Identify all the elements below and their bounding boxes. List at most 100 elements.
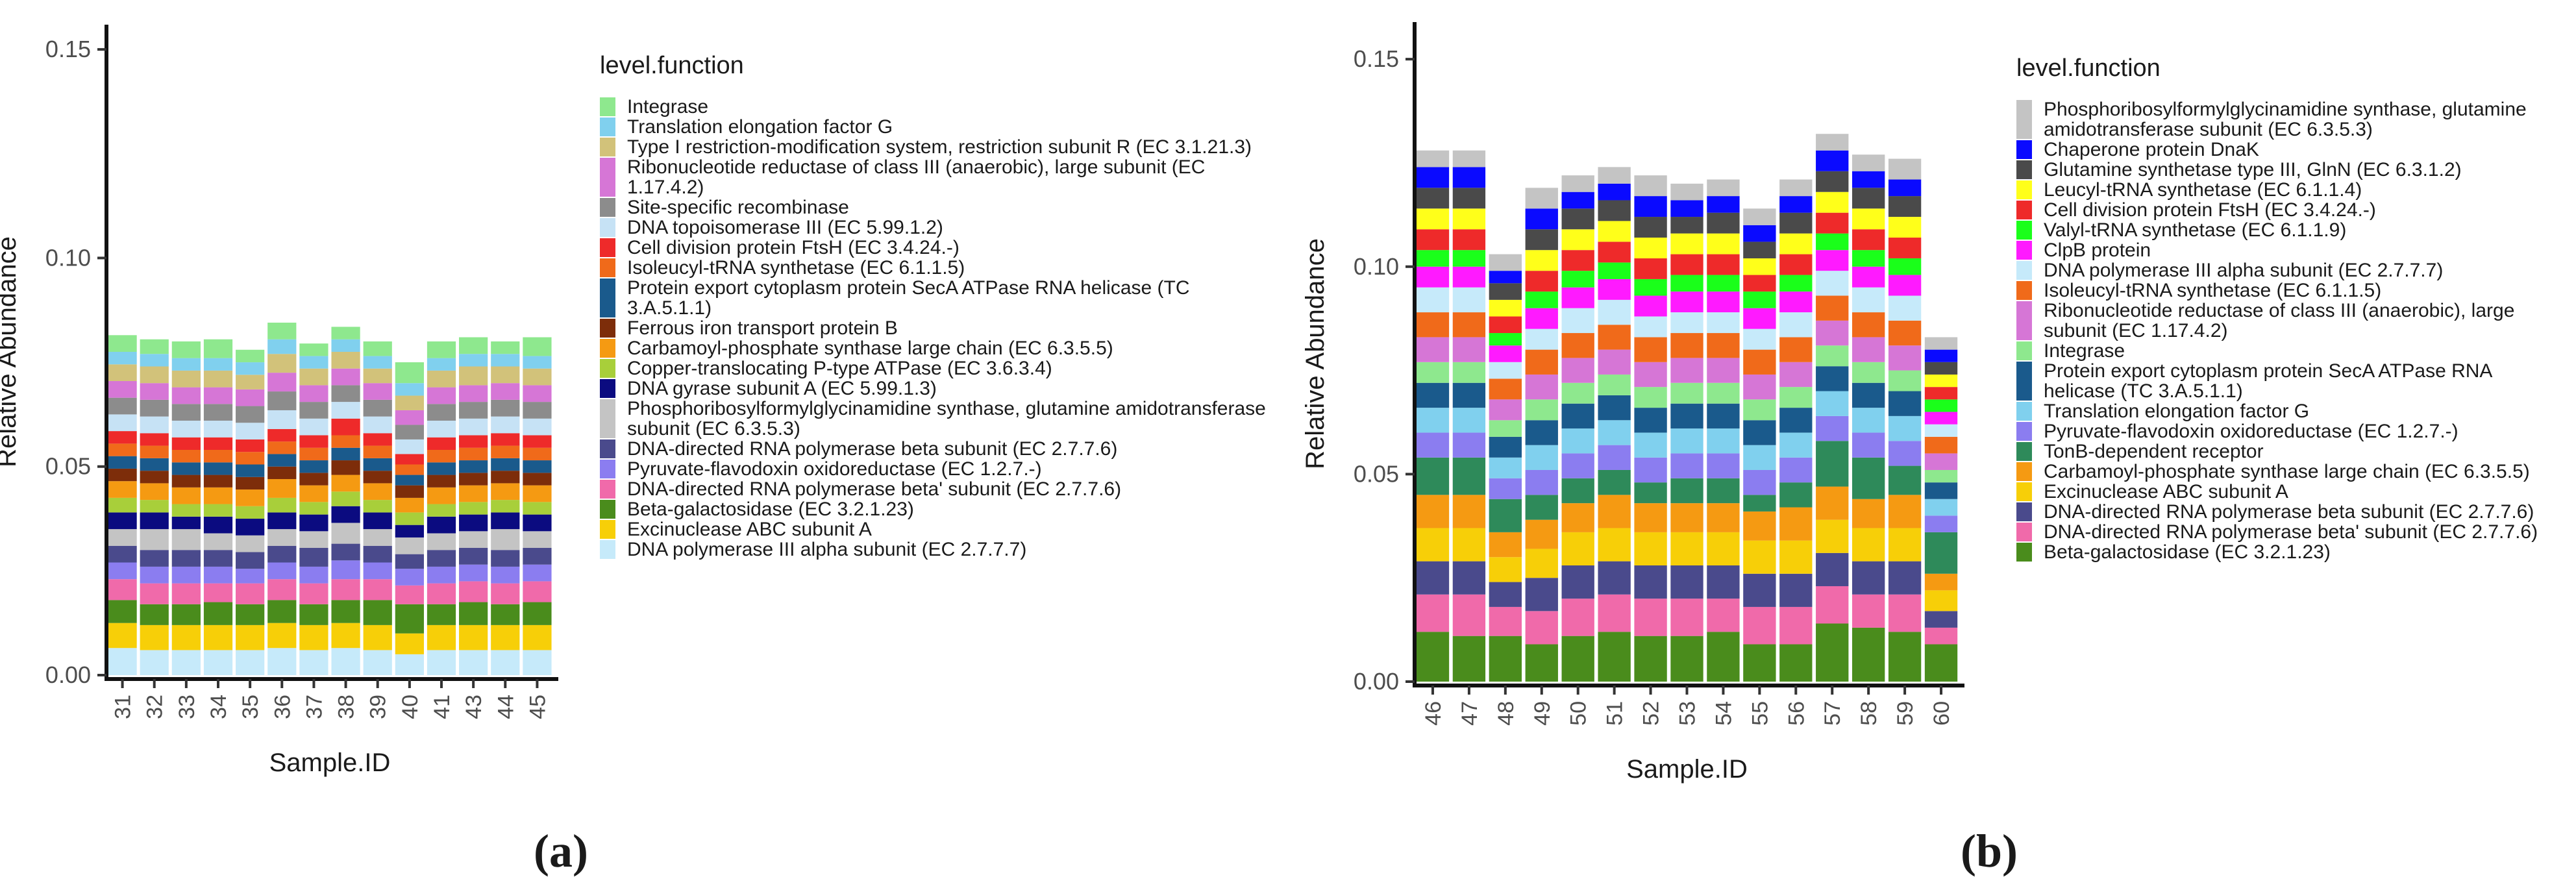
bar-segment	[331, 327, 360, 340]
legend-label: Copper-translocating P-type ATPase (EC 3…	[627, 358, 1052, 379]
bar-segment	[108, 562, 137, 580]
bar-segment	[108, 623, 137, 649]
bar-segment	[299, 356, 328, 369]
legend-swatch	[600, 319, 615, 338]
bar-segment	[1816, 586, 1849, 624]
bar-segment	[171, 604, 201, 625]
bar-segment	[1452, 457, 1486, 495]
bar-segment	[1561, 250, 1594, 271]
bar-segment	[331, 475, 360, 492]
bar-segment	[395, 654, 424, 675]
bar-segment	[1452, 167, 1486, 188]
bar-segment	[1561, 599, 1594, 636]
bar-segment	[1489, 532, 1522, 558]
bar-segment	[1816, 486, 1849, 520]
bar-segment	[1707, 382, 1740, 404]
bar-segment	[523, 356, 552, 369]
legend-swatch	[600, 218, 615, 237]
bar-segment	[1525, 519, 1558, 549]
legend-b: level.function Phosphoribosylformylglyci…	[2016, 55, 2562, 562]
bar-segment	[1707, 453, 1740, 478]
chart-a: 0.00 0.05 0.10 0.15 31 32 33 34 35 36 37 38 39 40 41 43…	[0, 25, 558, 777]
bar-segment	[236, 624, 265, 650]
bar-segment	[1670, 312, 1703, 334]
bar-segment	[1525, 308, 1558, 329]
bar-segment	[236, 604, 265, 625]
legend-swatch	[2016, 221, 2032, 240]
bar-segment	[1670, 428, 1703, 454]
bar-segment	[140, 383, 169, 400]
bar-segment	[1670, 200, 1703, 217]
bar-segment	[1452, 594, 1486, 636]
bar-segment	[1598, 445, 1631, 470]
bar-segment	[1561, 428, 1594, 454]
bar-segment	[491, 604, 520, 625]
panel-a: 0.00 0.05 0.10 0.15 31 32 33 34 35 36 37 38 39 40 41 43…	[0, 25, 1275, 877]
legend-item: Site-specific recombinase	[600, 197, 1275, 217]
bar-segment	[1924, 499, 1958, 516]
bar-segment	[1779, 196, 1813, 213]
bar-segment	[331, 368, 360, 386]
bar-segment	[1489, 271, 1522, 284]
bar-segment	[1743, 399, 1776, 421]
bar-segment	[427, 624, 456, 650]
bar-segment	[459, 402, 488, 419]
bar-segment	[395, 362, 424, 384]
bar-segment	[1598, 395, 1631, 421]
legend-item: Valyl-tRNA synthetase (EC 6.1.1.9)	[2016, 220, 2562, 240]
bar-segment	[331, 506, 360, 523]
bar-segment	[236, 362, 265, 375]
bar-segment	[491, 433, 520, 446]
legend-swatch	[600, 399, 615, 438]
bar-segment	[1561, 403, 1594, 429]
legend-swatch	[2016, 543, 2032, 562]
legend-item: DNA topoisomerase III (EC 5.99.1.2)	[600, 217, 1275, 238]
bar-segment	[1924, 515, 1958, 532]
bar-segment	[1416, 561, 1450, 595]
bar-segment	[395, 569, 424, 586]
bar-segment	[236, 452, 265, 465]
bar-segment	[1416, 632, 1450, 682]
bar-segment	[108, 443, 137, 456]
bar-segment	[1489, 316, 1522, 334]
bar-segment	[1779, 408, 1813, 433]
bar-segment	[1852, 312, 1885, 338]
bar-segment	[140, 354, 169, 367]
bar-segment	[299, 566, 328, 584]
bar-segment	[1816, 366, 1849, 391]
bar-segment	[171, 516, 201, 530]
bar-segment	[1489, 362, 1522, 379]
bar-segment	[1452, 250, 1486, 267]
bar-segment	[491, 366, 520, 384]
x-tick-label: 40	[398, 695, 423, 719]
bar-segment	[1743, 208, 1776, 225]
bar-segment	[299, 485, 328, 502]
legend-item: Glutamine synthetase type III, GlnN (EC …	[2016, 160, 2562, 180]
legend-label: Phosphoribosylformylglycinamidine syntha…	[627, 398, 1266, 439]
bar-segment	[395, 475, 424, 486]
y-tick-label: 0.00	[1354, 668, 1399, 695]
x-tick-label: 47	[1457, 701, 1482, 726]
bar-segment	[1561, 532, 1594, 566]
bar-segment	[491, 471, 520, 484]
bar-segment	[140, 433, 169, 446]
bar-segment	[1888, 238, 1922, 258]
bar-segment	[363, 445, 392, 458]
bar-segment	[1852, 188, 1885, 209]
bar-segment	[427, 387, 456, 404]
bar-segment	[1779, 457, 1813, 483]
bar-segment	[1561, 229, 1594, 251]
bar-segment	[236, 423, 265, 439]
bar-segment	[1452, 362, 1486, 383]
bar-segment	[491, 458, 520, 471]
bar-segment	[108, 414, 137, 432]
bar-segment	[1707, 632, 1740, 682]
bar-segment	[331, 600, 360, 623]
bar-segment	[363, 368, 392, 384]
bar-segment	[1525, 328, 1558, 350]
bar-segment	[395, 525, 424, 538]
legend-item: TonB-dependent receptor	[2016, 441, 2562, 462]
bar-segment	[1634, 565, 1667, 599]
legend-label: Glutamine synthetase type III, GlnN (EC …	[2044, 159, 2462, 180]
bar-segment	[523, 435, 552, 448]
